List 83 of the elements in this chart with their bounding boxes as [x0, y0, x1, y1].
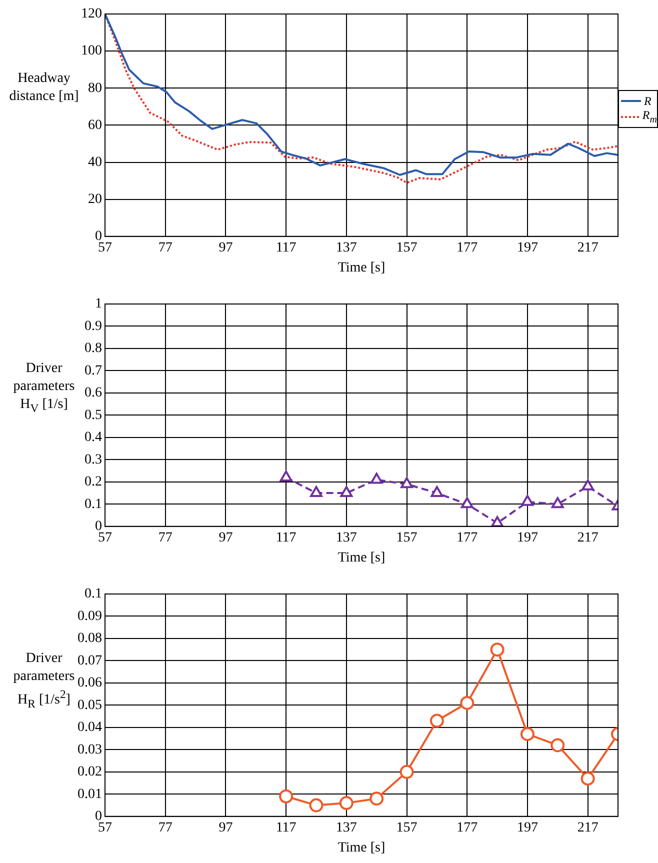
x-tick-label: 177 [456, 530, 478, 546]
point [490, 642, 504, 657]
x-tick-label: 77 [158, 820, 172, 836]
point [520, 727, 534, 742]
y-tick-label: 120 [81, 6, 102, 22]
x-tick-label: 157 [396, 530, 418, 546]
x-tick-label: 137 [336, 820, 357, 836]
y-tick-label: 0.05 [78, 698, 102, 713]
y-tick-label: 0.07 [78, 653, 102, 668]
legend-label: R [644, 94, 652, 108]
x-tick-label: 57 [98, 820, 112, 836]
point [309, 798, 324, 812]
y-tick-label: 0.03 [78, 742, 102, 758]
x-tick-label: 197 [516, 530, 538, 546]
y-tick-label: 100 [81, 44, 102, 59]
x-tick-label: 57 [98, 240, 112, 256]
point [400, 477, 413, 488]
y-tick-label: 0.8 [84, 341, 102, 356]
x-tick-label: 117 [276, 240, 296, 256]
x-tick-label: 137 [336, 530, 357, 546]
y-tick-label: 20 [88, 192, 102, 208]
point [580, 772, 595, 786]
y-tick-label: 0.2 [84, 474, 102, 490]
point [339, 796, 354, 810]
point [491, 516, 504, 526]
y-tick-label: 0.09 [78, 608, 102, 624]
x-tick-label: 177 [456, 240, 478, 256]
y-tick-label: 0.02 [78, 764, 102, 780]
y-tick-label: 40 [88, 154, 102, 170]
y-tick-label: 0.5 [84, 408, 102, 423]
x-axis-title: Time [s] [338, 550, 386, 566]
y-axis-title: Driver parameters H$_{R}$ [1/s$^{2}$] [13, 651, 75, 710]
y-tick-label: 0.04 [78, 720, 102, 736]
y-tick-label: 0.6 [84, 386, 102, 401]
point [521, 494, 534, 506]
point [370, 792, 384, 806]
y-tick-label: 0.4 [84, 430, 102, 446]
point [550, 738, 565, 752]
y-tick-label: 0.3 [84, 452, 102, 468]
y-tick-label: 0.7 [84, 363, 102, 378]
y-tick-label: 80 [88, 80, 102, 96]
y-tick-label: 1 [95, 296, 102, 312]
y-tick-label: 0.9 [84, 318, 102, 334]
x-tick-label: 117 [276, 530, 296, 546]
point [340, 486, 353, 498]
y-tick-label: 0.06 [78, 676, 102, 691]
point [430, 714, 444, 728]
x-tick-label: 77 [158, 240, 172, 256]
x-tick-label: 217 [577, 240, 598, 256]
x-tick-label: 137 [336, 240, 357, 256]
x-tick-label: 117 [276, 820, 296, 836]
point [460, 497, 474, 508]
x-tick-label: 97 [218, 820, 233, 836]
point [280, 470, 292, 482]
point [551, 497, 564, 508]
y-tick-label: 0.08 [78, 631, 102, 646]
x-tick-label: 197 [516, 820, 538, 836]
y-tick-label: 60 [88, 118, 102, 133]
point [310, 486, 322, 498]
y-tick-label: 0.1 [84, 496, 102, 512]
x-axis-title: Time [s] [338, 840, 386, 856]
x-tick-label: 97 [218, 530, 233, 546]
x-tick-label: 197 [516, 240, 538, 256]
y-axis-title: Headway distance [m] [8, 70, 80, 106]
x-tick-label: 217 [577, 820, 598, 836]
x-tick-label: 57 [98, 530, 112, 546]
y-axis-title: Driver parameters H$_{V}$ [1/s] [12, 360, 76, 417]
point [279, 789, 294, 804]
x-tick-label: 97 [218, 240, 233, 256]
point [430, 486, 444, 498]
point [400, 764, 414, 779]
point [460, 696, 474, 710]
point [582, 479, 594, 490]
y-tick-label: 0.1 [84, 586, 102, 602]
x-tick-label: 177 [456, 820, 478, 836]
point [370, 472, 383, 484]
legend-label: R$_{m}$ [642, 108, 657, 126]
x-axis-title: Time [s] [338, 260, 386, 276]
x-tick-label: 217 [577, 530, 598, 546]
x-tick-label: 157 [396, 240, 418, 256]
y-tick-label: 0.01 [78, 786, 102, 802]
x-tick-label: 77 [158, 530, 172, 546]
x-tick-label: 157 [396, 820, 418, 836]
